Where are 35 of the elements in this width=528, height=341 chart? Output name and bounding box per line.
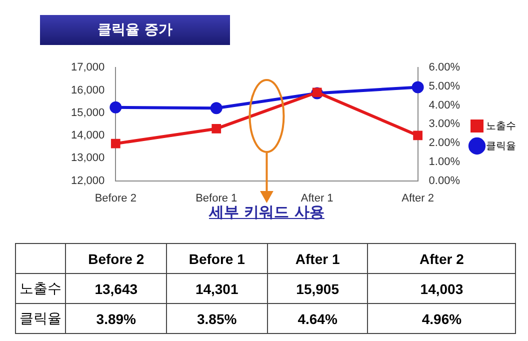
category-label: After 2 [420,250,464,266]
data-label: 14,301 [166,274,268,304]
y-tick-label: 17,000 [70,62,105,74]
x-tick-label: Before 1 [196,192,238,204]
x-tick-label: Before 2 [94,192,136,204]
y-tick-label: 14,000 [70,130,105,142]
y-tick-label: 13,000 [70,152,105,164]
data-label: 3.85% [166,304,268,334]
chart-title: 클릭율 증가 [40,15,230,45]
data-label: 14,003 [368,274,516,304]
y2-tick-label: 1.00% [428,156,460,168]
y2-tick-label: 3.00% [428,118,460,130]
y2-tick-label: 4.00% [428,99,460,112]
category-label: After 1 [295,250,340,266]
data-label: 3.89% [66,304,166,334]
data-label: 4.96% [368,304,516,334]
text: 클릭율 [20,310,62,326]
text: 세부 키워드 사용 [208,203,326,222]
category-label: Before 2 [88,250,144,266]
y-tick-label: 16,000 [70,84,105,96]
category-label: Before 1 [188,250,245,266]
x-tick-label: After 2 [402,192,434,204]
y2-tick-label: 6.00% [428,62,460,74]
y2-tick-label: 0.00% [428,174,460,187]
y2-tick-label: 5.00% [428,80,460,92]
x-tick-label: After 1 [300,192,334,204]
data-label: 4.64% [267,304,368,334]
legend-label: 노출수 [486,120,516,132]
data-label: 13,643 [66,274,166,304]
legend-label: 클릭율 [486,140,516,152]
text: 노출수 [20,280,62,296]
y-tick-label: 15,000 [70,106,105,119]
y2-tick-label: 2.00% [428,137,460,150]
y-tick-label: 12,000 [70,174,105,187]
data-label: 15,905 [267,274,368,304]
